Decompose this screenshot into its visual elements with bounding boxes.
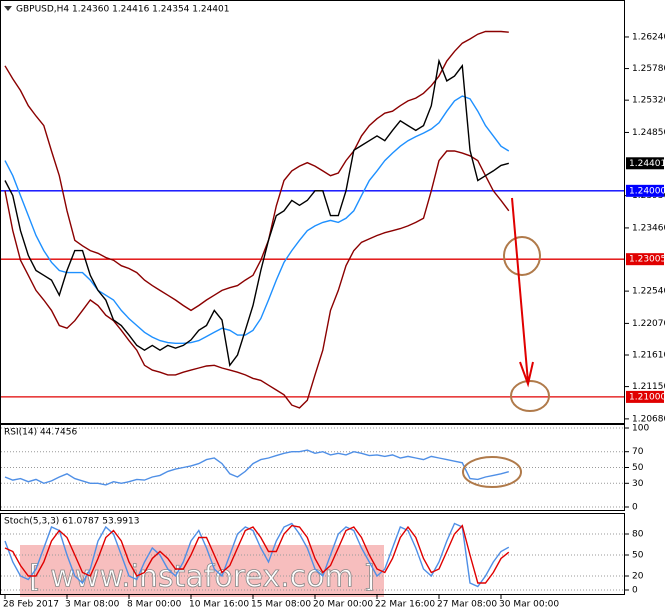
y-tick-label: 1.23460 (632, 223, 665, 233)
level-label: 1.23005 (629, 255, 665, 265)
y-tick-label: 1.21150 (632, 382, 665, 392)
watermark: [ www.instaforex.com ] (29, 560, 375, 595)
level-box (626, 253, 664, 266)
y-tick-label: 1.24850 (632, 128, 665, 138)
watermark-bg (20, 545, 384, 597)
x-tick-label: 3 Mar 08:00 (65, 600, 120, 610)
target-circle (503, 236, 541, 276)
y-tick-label: 30 (632, 479, 644, 489)
title-icon (4, 6, 12, 11)
forecast-arrow (511, 197, 529, 383)
y-tick-label: 0 (632, 503, 638, 513)
y-tick-label: 70 (632, 447, 644, 457)
x-tick-label: 27 Mar 08:00 (437, 600, 497, 610)
x-tick-label: 28 Feb 2017 (3, 600, 59, 610)
series-line (4, 449, 509, 486)
stoch-pane-frame (0, 513, 625, 595)
x-tick-label: 30 Mar 00:00 (499, 600, 559, 610)
price-pane-frame (0, 0, 625, 424)
x-tick-label: 20 Mar 00:00 (313, 600, 373, 610)
target-circle (510, 380, 550, 412)
level-label: 1.21000 (629, 392, 665, 402)
y-tick-label: 1.22070 (632, 319, 665, 329)
stoch-title: Stoch(5,3,3) 61.0787 53.9913 (4, 517, 139, 527)
x-tick-label: 22 Mar 16:00 (375, 600, 435, 610)
series-line (4, 522, 510, 588)
level-box (626, 390, 664, 403)
series-line (4, 95, 510, 344)
level-box (626, 184, 664, 197)
rsi-pane-frame (0, 424, 625, 511)
y-tick-label: 80 (632, 530, 644, 540)
level-label: 1.24000 (629, 186, 665, 196)
rsi-title: RSI(14) 44.7456 (4, 428, 77, 438)
y-tick-label: 50 (632, 463, 644, 473)
series-line (4, 30, 509, 312)
y-tick-label: 1.26240 (632, 32, 665, 42)
series-line (4, 58, 509, 368)
plot-layer (1, 30, 625, 591)
arrow-head (519, 361, 534, 388)
y-tick-label: 1.20680 (632, 414, 665, 424)
price-label: 1.24401 (629, 159, 665, 169)
x-tick-label: 8 Mar 00:00 (127, 600, 182, 610)
chart-title: GBPUSD,H4 1.24360 1.24416 1.24354 1.2440… (16, 5, 229, 15)
x-tick-label: 15 Mar 08:00 (251, 600, 311, 610)
series-line (4, 524, 510, 584)
y-tick-label: 0 (632, 586, 638, 596)
y-tick-label: 1.21610 (632, 350, 665, 360)
series-line (4, 150, 510, 409)
price-box (626, 157, 664, 170)
y-tick-label: 100 (632, 424, 649, 434)
rsi-circle (462, 456, 522, 488)
y-tick-label: 1.25780 (632, 64, 665, 74)
y-tick-label: 20 (632, 572, 644, 582)
y-tick-label: 1.25320 (632, 96, 665, 106)
y-tick-label: 1.22540 (632, 287, 665, 297)
y-tick-label: 50 (632, 551, 644, 561)
x-tick-label: 10 Mar 16:00 (189, 600, 249, 610)
